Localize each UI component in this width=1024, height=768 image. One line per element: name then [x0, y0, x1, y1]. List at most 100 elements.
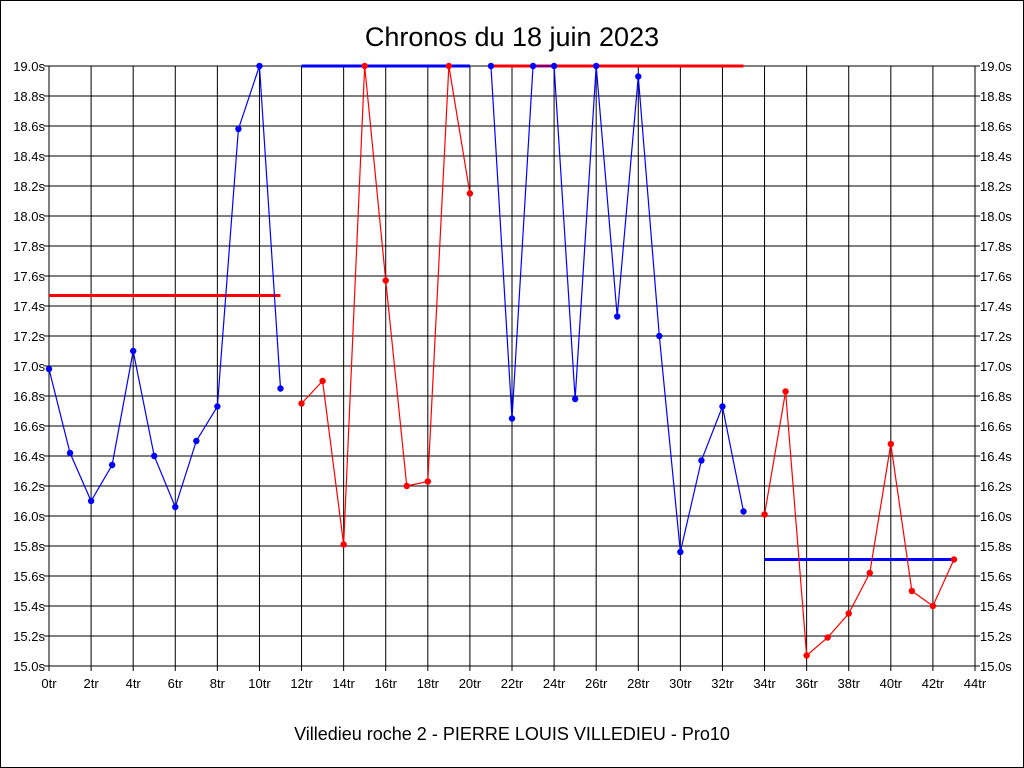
x-tick-label: 28tr	[627, 676, 650, 691]
data-point	[698, 457, 705, 464]
x-tick-label: 36tr	[795, 676, 818, 691]
data-point	[319, 377, 326, 385]
x-tick-label: 10tr	[248, 676, 271, 691]
y-tick-label-left: 17.8s	[13, 239, 45, 254]
y-tick-label-right: 18.8s	[980, 89, 1012, 104]
x-tick-label: 44tr	[964, 676, 987, 691]
data-point	[740, 508, 747, 515]
data-point	[845, 610, 852, 617]
data-point	[214, 403, 221, 410]
data-point	[824, 634, 831, 641]
y-tick-label-right: 16.6s	[980, 419, 1012, 434]
y-tick-label-left: 15.2s	[13, 629, 45, 644]
x-tick-label: 6tr	[168, 676, 184, 691]
data-point	[677, 548, 684, 556]
y-tick-label-left: 17.4s	[13, 299, 45, 314]
data-point	[529, 62, 537, 70]
data-point	[235, 125, 242, 133]
y-tick-label-right: 16.0s	[980, 509, 1012, 524]
data-point	[887, 440, 895, 448]
data-point	[298, 400, 305, 407]
y-tick-label-left: 18.0s	[13, 209, 45, 224]
y-tick-label-right: 18.2s	[980, 179, 1012, 194]
data-point	[866, 569, 873, 577]
data-point	[803, 652, 810, 659]
y-tick-label-right: 15.2s	[980, 629, 1012, 644]
series-line	[763, 391, 955, 657]
data-points	[45, 62, 958, 659]
data-point	[277, 385, 284, 392]
x-tick-label: 26tr	[585, 676, 608, 691]
data-point	[45, 365, 53, 373]
x-tick-label: 16tr	[375, 676, 398, 691]
y-tick-label-left: 15.8s	[13, 539, 45, 554]
data-point	[592, 62, 600, 70]
data-point	[487, 62, 495, 70]
x-tick-label: 0tr	[41, 676, 57, 691]
y-tick-label-right: 17.8s	[980, 239, 1012, 254]
y-tick-label-right: 15.8s	[980, 539, 1012, 554]
data-point	[403, 482, 410, 490]
y-tick-label-left: 17.2s	[13, 329, 45, 344]
data-point	[340, 541, 347, 548]
x-tick-label: 42tr	[922, 676, 945, 691]
y-tick-label-left: 19.0s	[13, 59, 45, 74]
y-tick-label-right: 17.6s	[980, 269, 1012, 284]
x-tick-label: 18tr	[417, 676, 440, 691]
series-lines	[48, 65, 955, 657]
data-point	[108, 461, 116, 469]
y-tick-label-right: 18.0s	[980, 209, 1012, 224]
series-line	[48, 65, 282, 509]
tick-labels: 0tr 2tr 4tr 6tr 8tr 10tr 12tr 14tr 16tr 18tr 20tr 2…	[13, 59, 1012, 691]
data-point	[466, 190, 474, 197]
y-tick-label-right: 16.2s	[980, 479, 1012, 494]
y-tick-label-left: 16.4s	[13, 449, 45, 464]
data-point	[361, 62, 368, 70]
x-tick-label: 14tr	[332, 676, 355, 691]
data-point	[656, 332, 663, 340]
chart-title: Chronos du 18 juin 2023	[365, 22, 659, 52]
data-point	[635, 73, 642, 80]
y-tick-label-left: 15.4s	[13, 599, 45, 614]
data-point	[151, 452, 158, 460]
y-tick-label-left: 18.2s	[13, 179, 45, 194]
data-point	[782, 388, 789, 395]
data-point	[761, 511, 768, 518]
x-tick-label: 32tr	[711, 676, 734, 691]
y-tick-label-right: 18.6s	[980, 119, 1012, 134]
series-line	[490, 65, 745, 553]
chart-subtitle: Villedieu roche 2 - PIERRE LOUIS VILLEDI…	[294, 724, 730, 744]
x-tick-label: 24tr	[543, 676, 566, 691]
y-tick-label-right: 16.4s	[980, 449, 1012, 464]
x-tick-label: 22tr	[501, 676, 524, 691]
y-tick-label-right: 15.4s	[980, 599, 1012, 614]
average-lines	[49, 64, 954, 561]
data-point	[87, 497, 95, 505]
x-tick-label: 2tr	[84, 676, 100, 691]
x-tick-label: 12tr	[290, 676, 313, 691]
y-tick-label-left: 17.0s	[13, 359, 45, 374]
data-point	[445, 62, 453, 70]
data-point	[256, 62, 263, 70]
y-tick-label-right: 17.2s	[980, 329, 1012, 344]
y-tick-label-right: 19.0s	[980, 59, 1012, 74]
x-tick-label: 34tr	[753, 676, 776, 691]
data-point	[172, 503, 179, 511]
x-tick-label: 8tr	[210, 676, 226, 691]
y-tick-label-right: 15.6s	[980, 569, 1012, 584]
y-tick-label-left: 18.4s	[13, 149, 45, 164]
y-tick-label-right: 17.0s	[980, 359, 1012, 374]
y-tick-label-left: 15.6s	[13, 569, 45, 584]
x-tick-label: 4tr	[126, 676, 142, 691]
x-tick-label: 40tr	[880, 676, 903, 691]
data-point	[66, 449, 74, 457]
y-tick-label-left: 15.0s	[13, 659, 45, 674]
x-tick-label: 38tr	[838, 676, 861, 691]
data-point	[614, 313, 621, 320]
y-tick-label-left: 16.6s	[13, 419, 45, 434]
data-point	[550, 62, 558, 70]
data-point	[129, 347, 137, 355]
y-tick-label-left: 17.6s	[13, 269, 45, 284]
data-point	[193, 437, 200, 445]
